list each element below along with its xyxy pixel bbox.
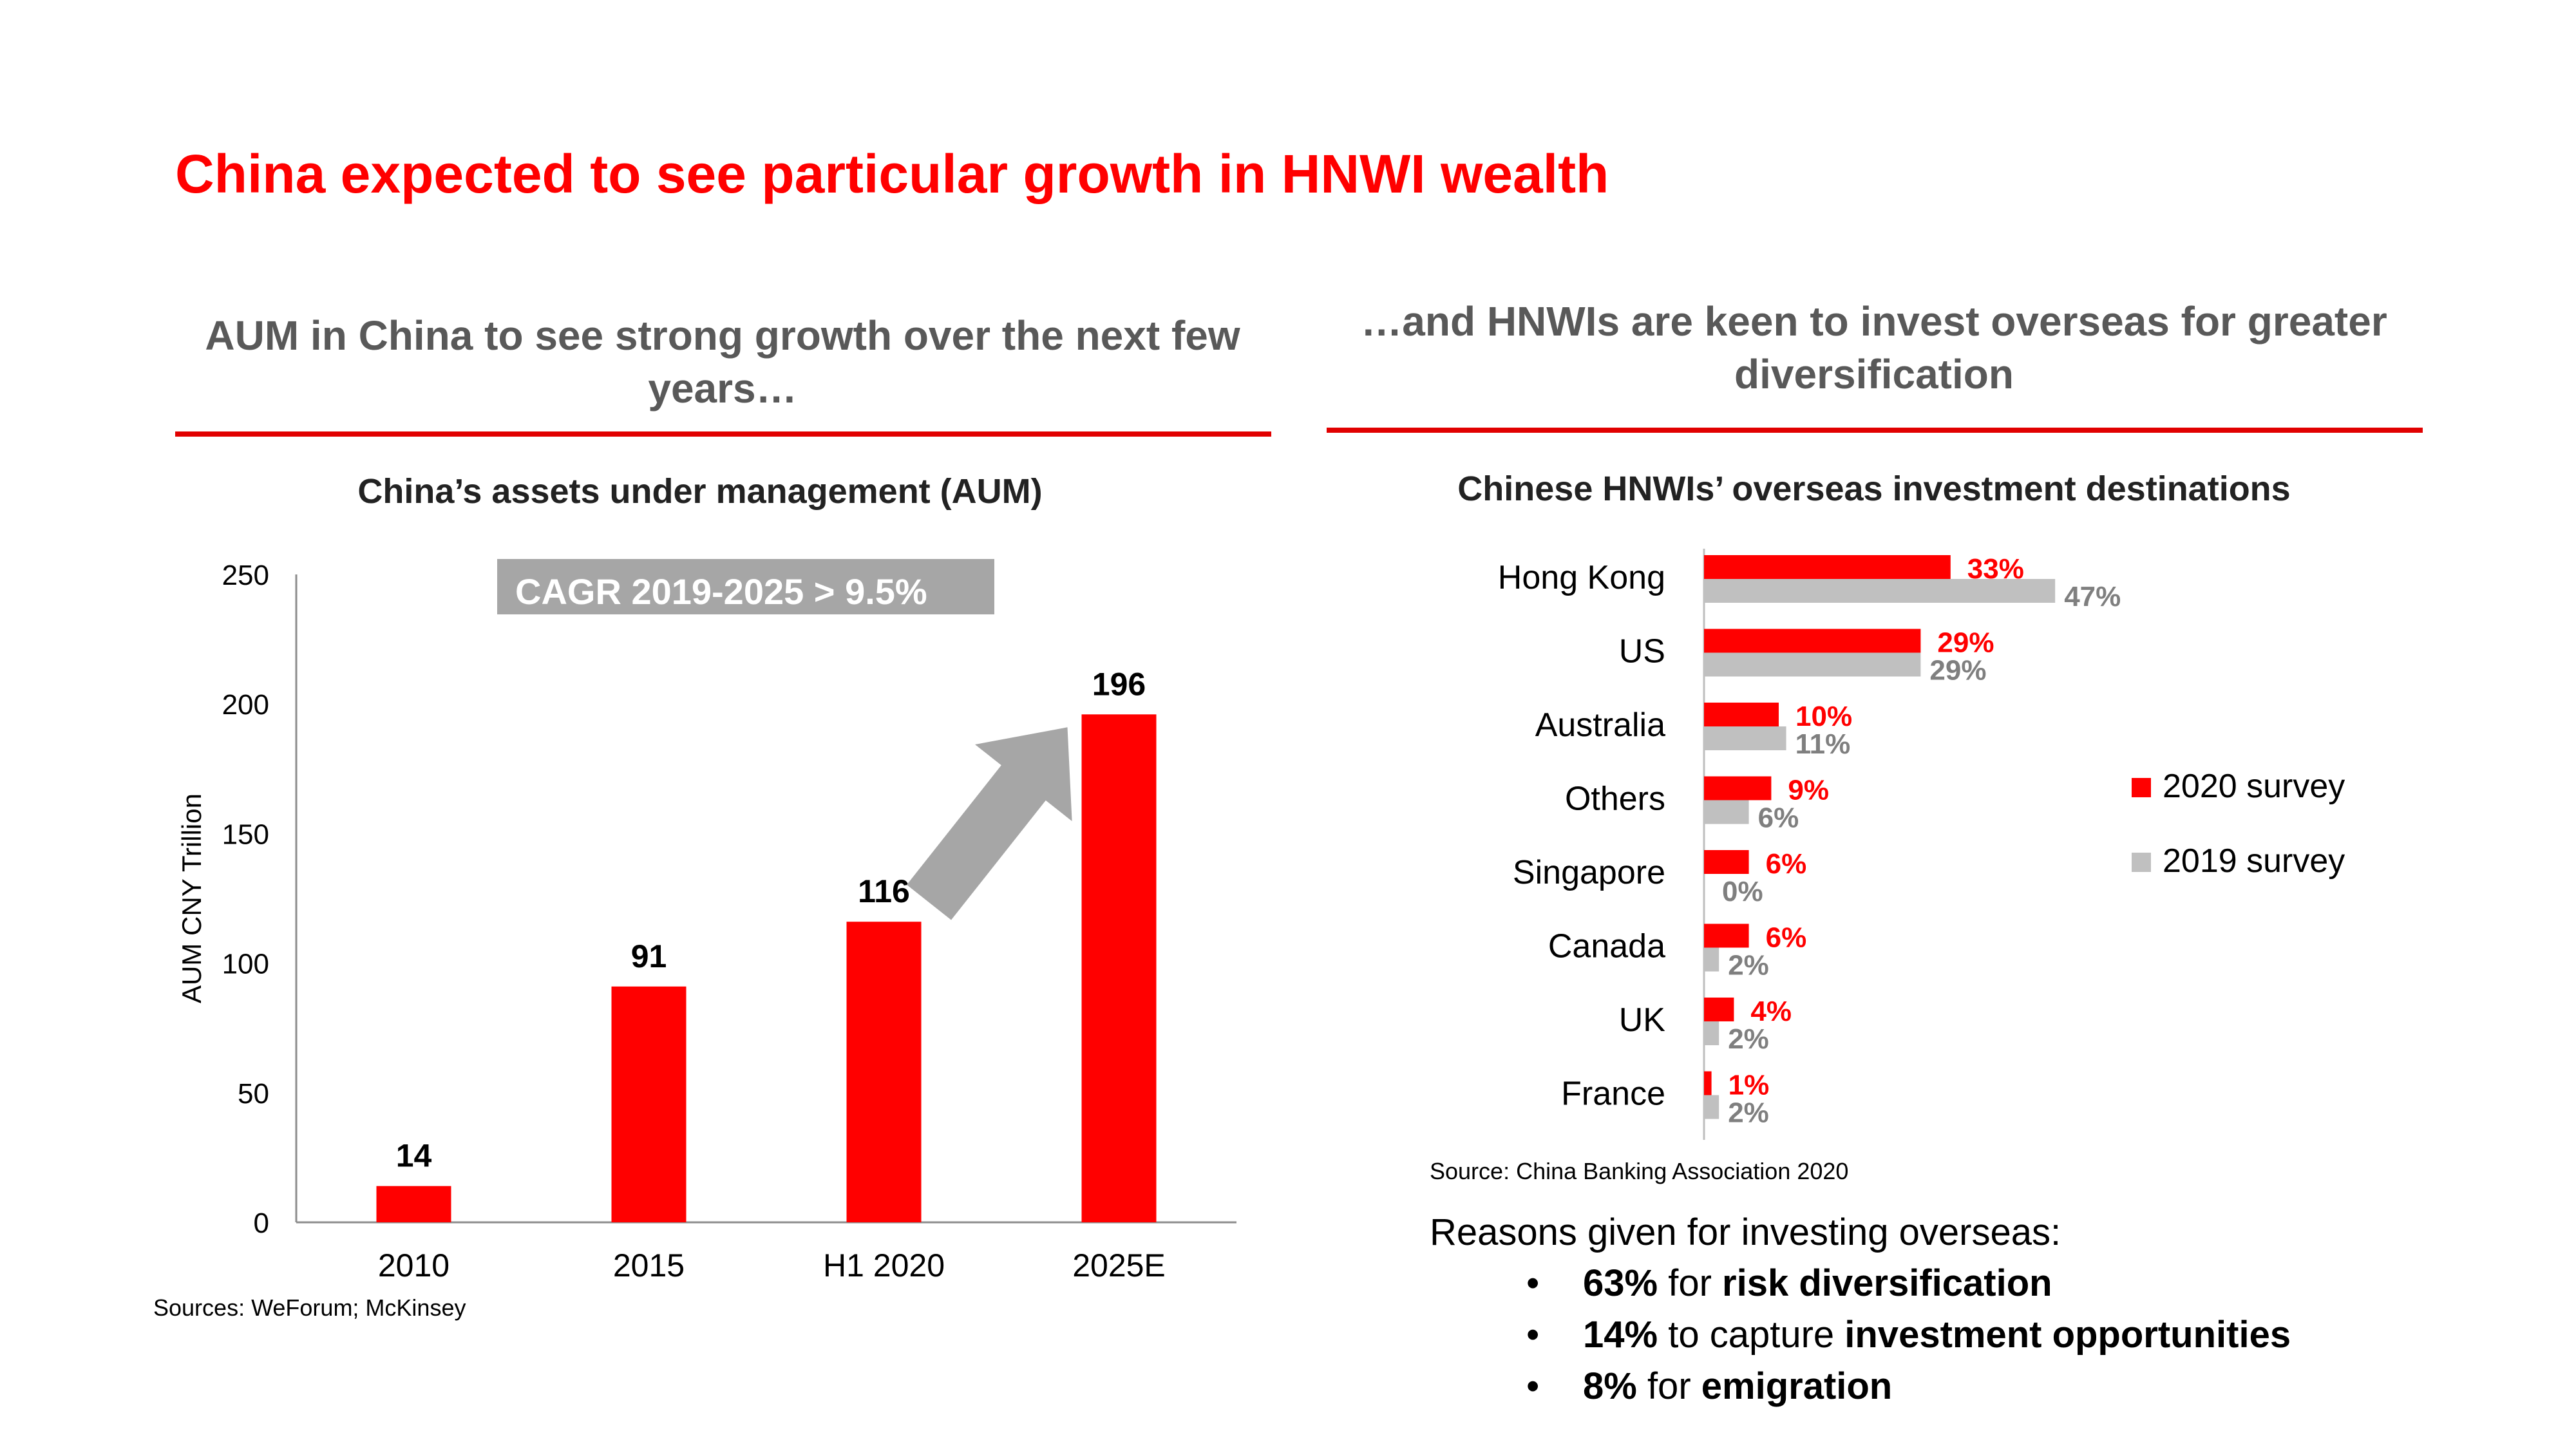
category-label: Australia — [1535, 706, 1665, 744]
bar-2020-value-label: 4% — [1750, 996, 1792, 1027]
category-label: Others — [1565, 781, 1665, 818]
x-tick-label: 2015 — [613, 1247, 685, 1283]
bar-2020-canada — [1704, 923, 1749, 948]
legend-swatch-2020 — [2132, 778, 2151, 797]
bar-2019-hong-kong — [1704, 579, 2056, 603]
bar-2020-australia — [1704, 703, 1779, 726]
bar-2010 — [376, 1186, 451, 1222]
y-tick-label: 200 — [222, 689, 269, 721]
reason-percent: 14% — [1583, 1314, 1658, 1356]
destinations-source-note: Source: China Banking Association 2020 — [1430, 1158, 1849, 1184]
x-tick-label: 2010 — [378, 1247, 450, 1283]
bar-2020-value-label: 9% — [1788, 775, 1829, 806]
category-label: UK — [1619, 1001, 1666, 1039]
reasons-block: Reasons given for investing overseas: • 6… — [1430, 1211, 2291, 1412]
bar-2019-value-label: 47% — [2064, 581, 2121, 612]
bar-2020-uk — [1704, 998, 1734, 1021]
legend-label-2019: 2019 survey — [2163, 842, 2345, 880]
destinations-chart-title: Chinese HNWIs’ overseas investment desti… — [1457, 469, 2291, 508]
category-label: US — [1619, 633, 1665, 670]
left-section-divider — [175, 431, 1271, 437]
destinations-bar-chart: Hong Kong 33%47%US 29%29%Australia 10%11%Ot… — [1498, 549, 2345, 1140]
bar-2020-singapore — [1704, 850, 1749, 874]
bar-2019-australia — [1704, 726, 1786, 750]
bar-2019-uk — [1704, 1021, 1719, 1045]
reasons-list: • 63% for risk diversification • 14% to ca… — [1430, 1258, 2291, 1412]
reason-item: • 14% to capture investment opportunities — [1430, 1309, 2291, 1361]
bar-2019-value-label: 2% — [1728, 1023, 1769, 1055]
bar-2019-value-label: 0% — [1722, 876, 1763, 907]
bar-2020-value-label: 6% — [1766, 848, 1807, 880]
bar-2020-others — [1704, 776, 1772, 800]
bullet: • — [1526, 1314, 1540, 1356]
y-tick-label: 100 — [222, 949, 269, 980]
bar-2019-others — [1704, 800, 1749, 824]
left-section-subtitle: AUM in China to see strong growth over t… — [205, 312, 1240, 412]
reason-emphasis: emigration — [1701, 1365, 1893, 1407]
bar-2019-value-label: 11% — [1795, 728, 1851, 760]
bar-2019-value-label: 6% — [1758, 802, 1799, 834]
growth-arrow-icon — [907, 727, 1072, 920]
bar-value-label: 14 — [396, 1138, 432, 1174]
y-tick-label: 250 — [222, 560, 269, 591]
bar-value-label: 91 — [631, 938, 667, 974]
bar-2025e — [1081, 714, 1157, 1222]
category-label: Canada — [1548, 928, 1665, 965]
cagr-banner — [497, 559, 994, 614]
reason-item: • 8% for emigration — [1430, 1361, 2291, 1412]
bar-2019-us — [1704, 652, 1921, 677]
reasons-heading: Reasons given for investing overseas: — [1430, 1211, 2061, 1253]
reason-text: for — [1636, 1365, 1701, 1407]
bar-2015 — [611, 986, 687, 1222]
category-label: France — [1561, 1075, 1665, 1113]
category-label: Hong Kong — [1498, 559, 1665, 596]
right-section-divider — [1327, 428, 2423, 433]
aum-source-note: Sources: WeForum; McKinsey — [153, 1294, 466, 1321]
category-label: Singapore — [1513, 854, 1665, 891]
bar-2020-us — [1704, 629, 1921, 653]
bar-2020-france — [1704, 1071, 1712, 1095]
bar-2020-value-label: 29% — [1937, 627, 1994, 659]
bullet: • — [1526, 1365, 1540, 1407]
x-tick-label: H1 2020 — [823, 1247, 945, 1283]
reason-percent: 63% — [1583, 1262, 1658, 1304]
aum-bar-chart: 0 50 100 150 200 250 AUM CNY Trillion 14 2010 91 2… — [176, 559, 1236, 1283]
x-tick-label: 2025E — [1072, 1247, 1166, 1283]
page-title: China expected to see particular growth … — [175, 144, 1609, 204]
legend-label-2020: 2020 survey — [2163, 768, 2345, 805]
reason-item: • 63% for risk diversification — [1430, 1258, 2291, 1309]
bar-value-label: 116 — [858, 873, 910, 909]
y-tick-label: 150 — [222, 819, 269, 850]
bar-2019-canada — [1704, 947, 1719, 972]
bar-2019-value-label: 2% — [1728, 1097, 1769, 1129]
y-tick-label: 0 — [254, 1208, 269, 1239]
y-axis-label: AUM CNY Trillion — [176, 793, 207, 1003]
bar-2020-hong-kong — [1704, 555, 1951, 579]
bar-h1-2020 — [846, 922, 922, 1222]
reason-emphasis: investment opportunities — [1844, 1314, 2291, 1356]
bar-2019-value-label: 29% — [1929, 655, 1986, 687]
bar-2020-value-label: 6% — [1766, 922, 1807, 954]
bar-2019-france — [1704, 1095, 1719, 1119]
bar-value-label: 196 — [1092, 666, 1146, 702]
reason-emphasis: risk diversification — [1722, 1262, 2052, 1304]
reason-text: for — [1658, 1262, 1723, 1304]
legend-swatch-2019 — [2132, 853, 2151, 872]
bar-2019-value-label: 2% — [1728, 950, 1769, 981]
cagr-banner-text: CAGR 2019-2025 > 9.5% — [515, 571, 927, 612]
reason-percent: 8% — [1583, 1365, 1637, 1407]
reason-text: to capture — [1658, 1314, 1845, 1356]
right-section-subtitle: …and HNWIs are keen to invest overseas f… — [1361, 298, 2387, 397]
y-tick-label: 50 — [238, 1078, 269, 1110]
bar-2020-value-label: 1% — [1728, 1070, 1770, 1101]
bullet: • — [1526, 1262, 1540, 1304]
bar-2020-value-label: 10% — [1795, 701, 1852, 732]
aum-chart-title: China’s assets under management (AUM) — [357, 472, 1043, 511]
